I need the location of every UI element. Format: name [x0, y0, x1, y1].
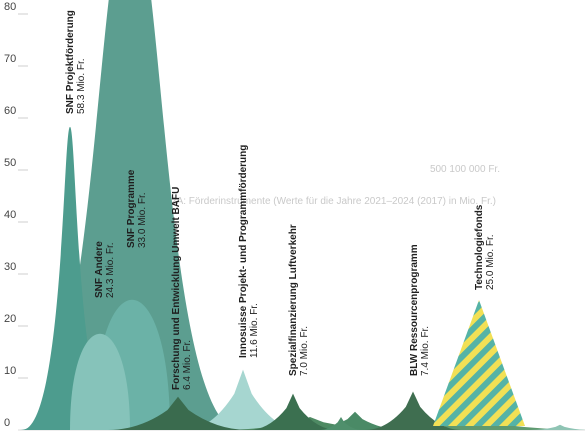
area-spezialfinanzierung [249, 393, 337, 430]
series-name-label: Technologiefonds [474, 204, 485, 290]
series-value-label: 25.0 Mio. Fr. [485, 234, 496, 290]
area-low-band-3 [305, 411, 405, 430]
series-value-label: 33.0 Mio. Fr. [137, 192, 148, 248]
series-label: Innosuisse Projekt- und Programmförderun… [238, 145, 260, 358]
background-legend-value: 500 100 000 Fr. [430, 164, 500, 175]
series-name-label: SNF Projektförderung [65, 10, 76, 114]
series-label: SNF Projektförderung 58.3 Mio. Fr. [65, 10, 87, 114]
series-value-label: 11.6 Mio. Fr. [249, 303, 260, 358]
y-tick-label: 0 [4, 417, 10, 429]
series-label: Forschung und Entwicklung Umwelt BAFU 6.4… [171, 187, 193, 390]
y-tick-label: 40 [4, 209, 16, 221]
series-name-label: Innosuisse Projekt- und Programmförderun… [238, 145, 249, 358]
series-name-label: SNF Programme [126, 169, 137, 248]
series-value-label: 24.3 Mio. Fr. [105, 242, 116, 298]
area-low-band-5 [319, 417, 363, 430]
area-blw-ressourcen [365, 391, 461, 430]
area-snf-andere [70, 333, 130, 430]
y-tick-label: 20 [4, 313, 16, 325]
background-annotation: 500 100 000 Fr. 2A: Förderinstrumente (We… [171, 164, 500, 207]
labels-group: SNF Projektförderung 58.3 Mio. Fr. SNF And… [65, 10, 496, 390]
series-name-label: Spezialfinanzierung Luftverkehr [288, 224, 299, 376]
series-label: SNF Andere 24.3 Mio. Fr. [94, 241, 116, 298]
series-value-label: 58.3 Mio. Fr. [76, 58, 87, 114]
area-technologiefonds [433, 300, 525, 426]
y-tick-label: 80 [4, 1, 16, 13]
series-name-label: Forschung und Entwicklung Umwelt BAFU [171, 187, 182, 390]
series-label: Technologiefonds 25.0 Mio. Fr. [474, 204, 496, 290]
series-value-label: 7.4 Mio. Fr. [420, 326, 431, 376]
series-label: Spezialfinanzierung Luftverkehr 7.0 Mio. … [288, 224, 310, 376]
area-forschung-bafu [108, 396, 248, 430]
areas-group [20, 0, 585, 430]
y-tick-label: 70 [4, 53, 16, 65]
area-low-band-4 [530, 424, 585, 430]
y-tick-label: 30 [4, 261, 16, 273]
area-snf-projektfoerderung [22, 126, 118, 430]
series-label: SNF Programme 33.0 Mio. Fr. [126, 169, 148, 248]
area-innosuisse [185, 369, 301, 430]
series-name-label: BLW Ressourcenprogramm [409, 244, 420, 376]
series-value-label: 6.4 Mio. Fr. [182, 340, 193, 390]
y-tick-label: 60 [4, 105, 16, 117]
series-name-label: SNF Andere [94, 241, 105, 298]
series-value-label: 7.0 Mio. Fr. [299, 326, 310, 376]
series-label: BLW Ressourcenprogramm 7.4 Mio. Fr. [409, 244, 431, 376]
y-tick-label: 50 [4, 157, 16, 169]
background-caption: 2A: Förderinstrumente (Werte für die Jah… [171, 196, 496, 207]
y-tick-label: 10 [4, 365, 16, 377]
